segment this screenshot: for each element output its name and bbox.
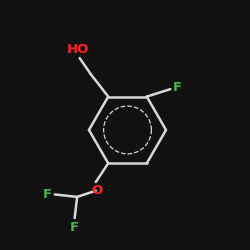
Text: F: F (173, 82, 182, 94)
Text: HO: HO (67, 42, 90, 56)
Text: F: F (70, 221, 79, 234)
Text: O: O (92, 184, 103, 198)
Text: F: F (43, 188, 52, 201)
